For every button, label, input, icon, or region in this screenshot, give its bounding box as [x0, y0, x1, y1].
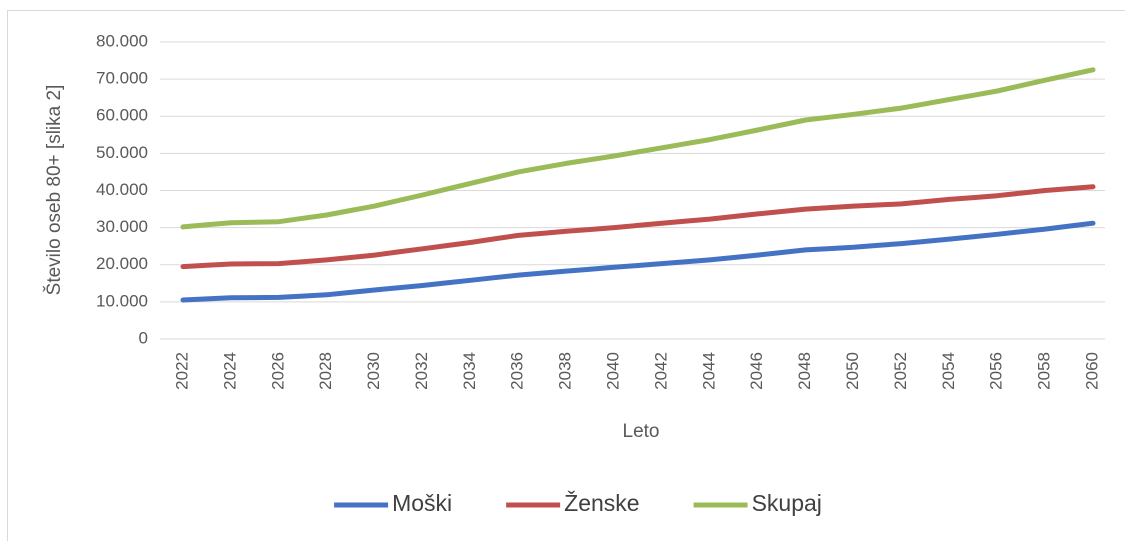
x-tick-label: 2052 [891, 352, 910, 390]
y-tick-label: 20.000 [96, 254, 148, 273]
legend-text: Skupaj [752, 490, 822, 516]
x-tick-label: 2054 [939, 352, 958, 390]
x-tick-label: 2050 [843, 352, 862, 390]
y-tick-label: 60.000 [96, 106, 148, 125]
x-tick-label: 2028 [316, 352, 335, 390]
series-line [180, 220, 1096, 303]
x-tick-label: 2058 [1035, 352, 1054, 390]
y-tick-label: 30.000 [96, 217, 148, 236]
y-axis-title: Število oseb 80+ [slika 2] [43, 85, 65, 296]
x-tick-label: 2048 [795, 352, 814, 390]
x-tick-label: 2038 [556, 352, 575, 390]
x-axis-title: Leto [623, 421, 660, 442]
x-tick-label: 2034 [460, 352, 479, 390]
y-tick-label: 80.000 [96, 31, 148, 50]
x-tick-label: 2056 [987, 352, 1006, 390]
y-tick-label: 40.000 [96, 180, 148, 199]
x-tick-label: 2042 [651, 352, 670, 390]
y-tick-label: 0 [139, 328, 148, 347]
x-tick-label: 2022 [172, 352, 191, 390]
x-tick-label: 2040 [604, 352, 623, 390]
x-tick-label: 2046 [747, 352, 766, 390]
x-tick-label: 2044 [699, 352, 718, 390]
x-tick-label: 2026 [268, 352, 287, 390]
legend-text: Moški [392, 490, 452, 516]
y-tick-label: 50.000 [96, 143, 148, 162]
x-tick-label: 2036 [508, 352, 527, 390]
x-tick-label: 2060 [1082, 352, 1101, 390]
series-line [180, 67, 1096, 230]
x-tick-label: 2024 [220, 352, 239, 390]
series-line [180, 184, 1096, 270]
y-tick-label: 10.000 [96, 291, 148, 310]
x-tick-label: 2032 [412, 352, 431, 390]
chart-border [7, 10, 1125, 541]
legend-text: Ženske [564, 490, 639, 516]
y-tick-label: 70.000 [96, 69, 148, 88]
x-tick-label: 2030 [364, 352, 383, 390]
